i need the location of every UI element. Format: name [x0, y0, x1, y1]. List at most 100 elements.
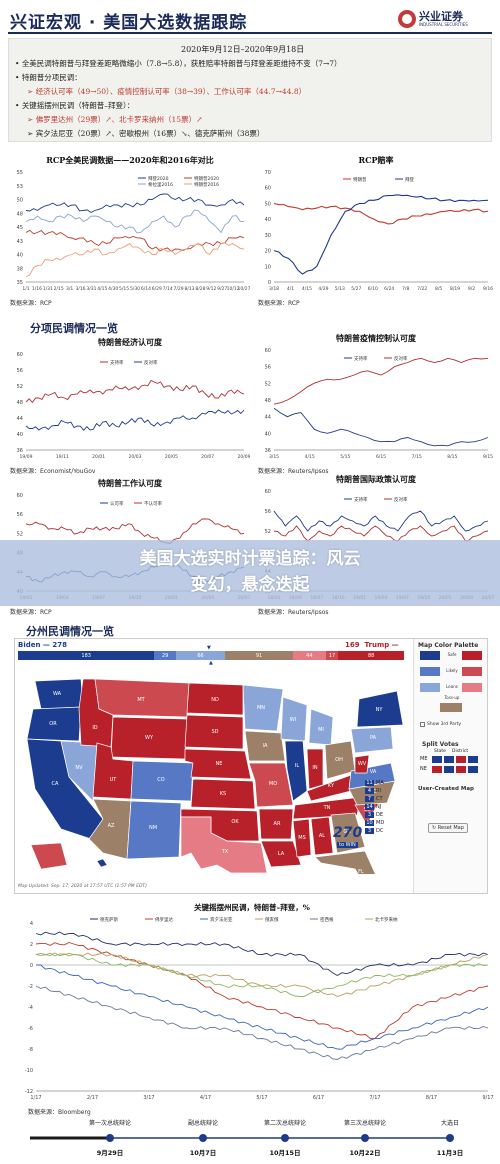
palette-label: Toss-up: [444, 695, 460, 700]
state-label: ID: [92, 725, 97, 731]
x-tick-label: 8/15: [447, 454, 457, 460]
summary-covid: 、疫情控制认可率（38→39）: [109, 87, 207, 96]
y-tick-label: 52: [265, 381, 271, 387]
small-states-panel: 11 MA 4 RI 7 CT 14 NJ 3 DE 10 MD 3 DC: [365, 779, 405, 835]
palette-swatch-tossup[interactable]: [440, 703, 462, 712]
small-state-abbr: CT: [376, 796, 383, 802]
palette-swatch-dem[interactable]: [420, 651, 440, 660]
state-label: IL: [295, 763, 299, 769]
x-tick-label: 10/12: [227, 286, 240, 292]
y-tick-label: 44: [17, 416, 23, 422]
state-ia: [244, 730, 286, 762]
split-cell[interactable]: [456, 766, 466, 773]
summary-florida: 佛罗里达州（29票）: [35, 115, 106, 124]
small-state-row[interactable]: 4 RI: [365, 787, 405, 795]
x-tick-label: 6/10: [368, 286, 378, 292]
state-label: MO: [269, 781, 277, 787]
third-party-label: Show 3rd Party: [427, 722, 462, 727]
state-label: NM: [149, 825, 157, 831]
us-map[interactable]: WA OR CA ID NV UT AZ MT WY CO NM ND SD NE KS OK TX MN IA MO…: [21, 669, 405, 874]
small-state-row[interactable]: 14 NJ: [365, 803, 405, 811]
ev-bar-segment: 44: [292, 651, 326, 660]
small-state-abbr: RI: [376, 788, 381, 794]
small-state-row[interactable]: 3 DC: [365, 827, 405, 835]
split-cell[interactable]: [468, 766, 478, 773]
split-cell[interactable]: [432, 756, 442, 763]
series-line: [25, 193, 245, 214]
state-label: SC: [364, 807, 371, 813]
checkbox-icon[interactable]: [420, 722, 425, 727]
split-cell[interactable]: [444, 756, 454, 763]
chart-work-source: 数据来源：RCP: [10, 609, 52, 616]
x-tick-label: 20/09: [238, 454, 250, 460]
series-line: [35, 931, 489, 977]
y-tick-label: 53: [17, 184, 23, 190]
x-tick-label: 9/2: [468, 286, 475, 292]
split-cell[interactable]: [432, 766, 442, 773]
chart-covid-title: 特朗普疫情控制认可度: [336, 333, 416, 343]
timeline-event-name: 第一次总统辩论: [89, 1119, 131, 1127]
palette-swatch-dem[interactable]: [420, 667, 440, 676]
timeline-event-date: 10月7日: [190, 1149, 217, 1157]
small-state-row[interactable]: 11 MA: [365, 779, 405, 787]
small-state-row[interactable]: 10 MD: [365, 819, 405, 827]
state-label: IN: [312, 765, 317, 771]
x-tick-label: 6/29: [152, 286, 162, 292]
series-line: [273, 510, 489, 532]
palette-swatch-rep[interactable]: [462, 683, 482, 692]
split-cell[interactable]: [456, 756, 466, 763]
timeline-dot: [446, 1134, 454, 1142]
summary-date: 2020年9月12日–2020年9月18日: [181, 45, 305, 54]
palette-swatch-dem[interactable]: [420, 683, 440, 692]
small-state-ev: 14: [365, 804, 374, 810]
x-tick-label: 4/15: [302, 286, 312, 292]
x-tick-label: 3/16: [75, 286, 85, 292]
chart-swing-panel: 关键摇摆州民调，特朗普–拜登，% 4 2 0 -2 -4 -6 -8 -10 -12 1/17 2/…: [10, 902, 494, 1116]
series-line: [25, 409, 245, 431]
palette-swatch-rep[interactable]: [462, 667, 482, 676]
chart-intl-source: 数据来源：Reuters/Ipsos: [258, 609, 329, 616]
x-tick-label: 7/17: [369, 1095, 380, 1101]
y-tick-label: 60: [265, 489, 271, 495]
timeline-dot: [281, 1134, 289, 1142]
section-title-subpolls: 分项民调情况一览: [30, 322, 118, 335]
x-tick-label: 6/17: [313, 1095, 324, 1101]
series-line: [25, 379, 245, 404]
state-label: OK: [231, 819, 239, 825]
y-tick-label: 40: [265, 217, 271, 223]
state-label: NE: [216, 761, 223, 767]
x-tick-label: 20/05: [165, 454, 178, 460]
x-tick-label: 19/09: [20, 454, 33, 460]
y-tick-label: 60: [17, 493, 23, 499]
palette-title: Map Color Palette: [418, 642, 479, 649]
small-state-row[interactable]: 7 CT: [365, 795, 405, 803]
reset-map-button[interactable]: ↻ Reset Map: [428, 823, 468, 833]
x-tick-label: 9/15: [483, 454, 493, 460]
palette-swatch-rep[interactable]: [462, 651, 482, 660]
trump-total: 169 Trump —: [345, 641, 399, 649]
x-tick-label: 4/15: [305, 454, 315, 460]
state-tx: [180, 816, 268, 874]
state-ks: [190, 778, 256, 810]
legend-label: 反对率: [144, 359, 158, 366]
state-label: KS: [220, 791, 226, 797]
x-tick-label: 4/30: [108, 286, 118, 292]
logo-subtitle: INDUSTRIAL SECURITIES: [419, 22, 468, 27]
arrow-right-icon: ➢: [27, 87, 34, 96]
split-row-label: NE: [420, 766, 427, 772]
split-cell[interactable]: [444, 766, 454, 773]
chart-econ-panel: 特朗普经济认可度 60 56 52 48 44 40 36 19/09 19/11 20/01 20…: [10, 337, 251, 475]
small-state-row[interactable]: 3 DE: [365, 811, 405, 819]
state-hi: [96, 858, 108, 868]
state-nd: [186, 682, 244, 716]
color-palette[interactable]: Safe Likely Leans Toss-up: [418, 651, 487, 721]
section-title-states: 分州民调情况一览: [26, 625, 114, 638]
state-label: OR: [49, 721, 57, 727]
x-tick-label: 9/12: [206, 286, 216, 292]
summary-line-overall: • 全美民调特朗普与拜登差距略微缩小（7.8→5.8），获胜赔率特朗普与拜登差距…: [15, 59, 342, 68]
split-cell[interactable]: [468, 756, 478, 763]
state-mt: [94, 678, 190, 718]
state-label: IA: [263, 743, 268, 749]
third-party-toggle[interactable]: Show 3rd Party: [420, 722, 487, 727]
y-tick-label: 40: [17, 432, 23, 438]
